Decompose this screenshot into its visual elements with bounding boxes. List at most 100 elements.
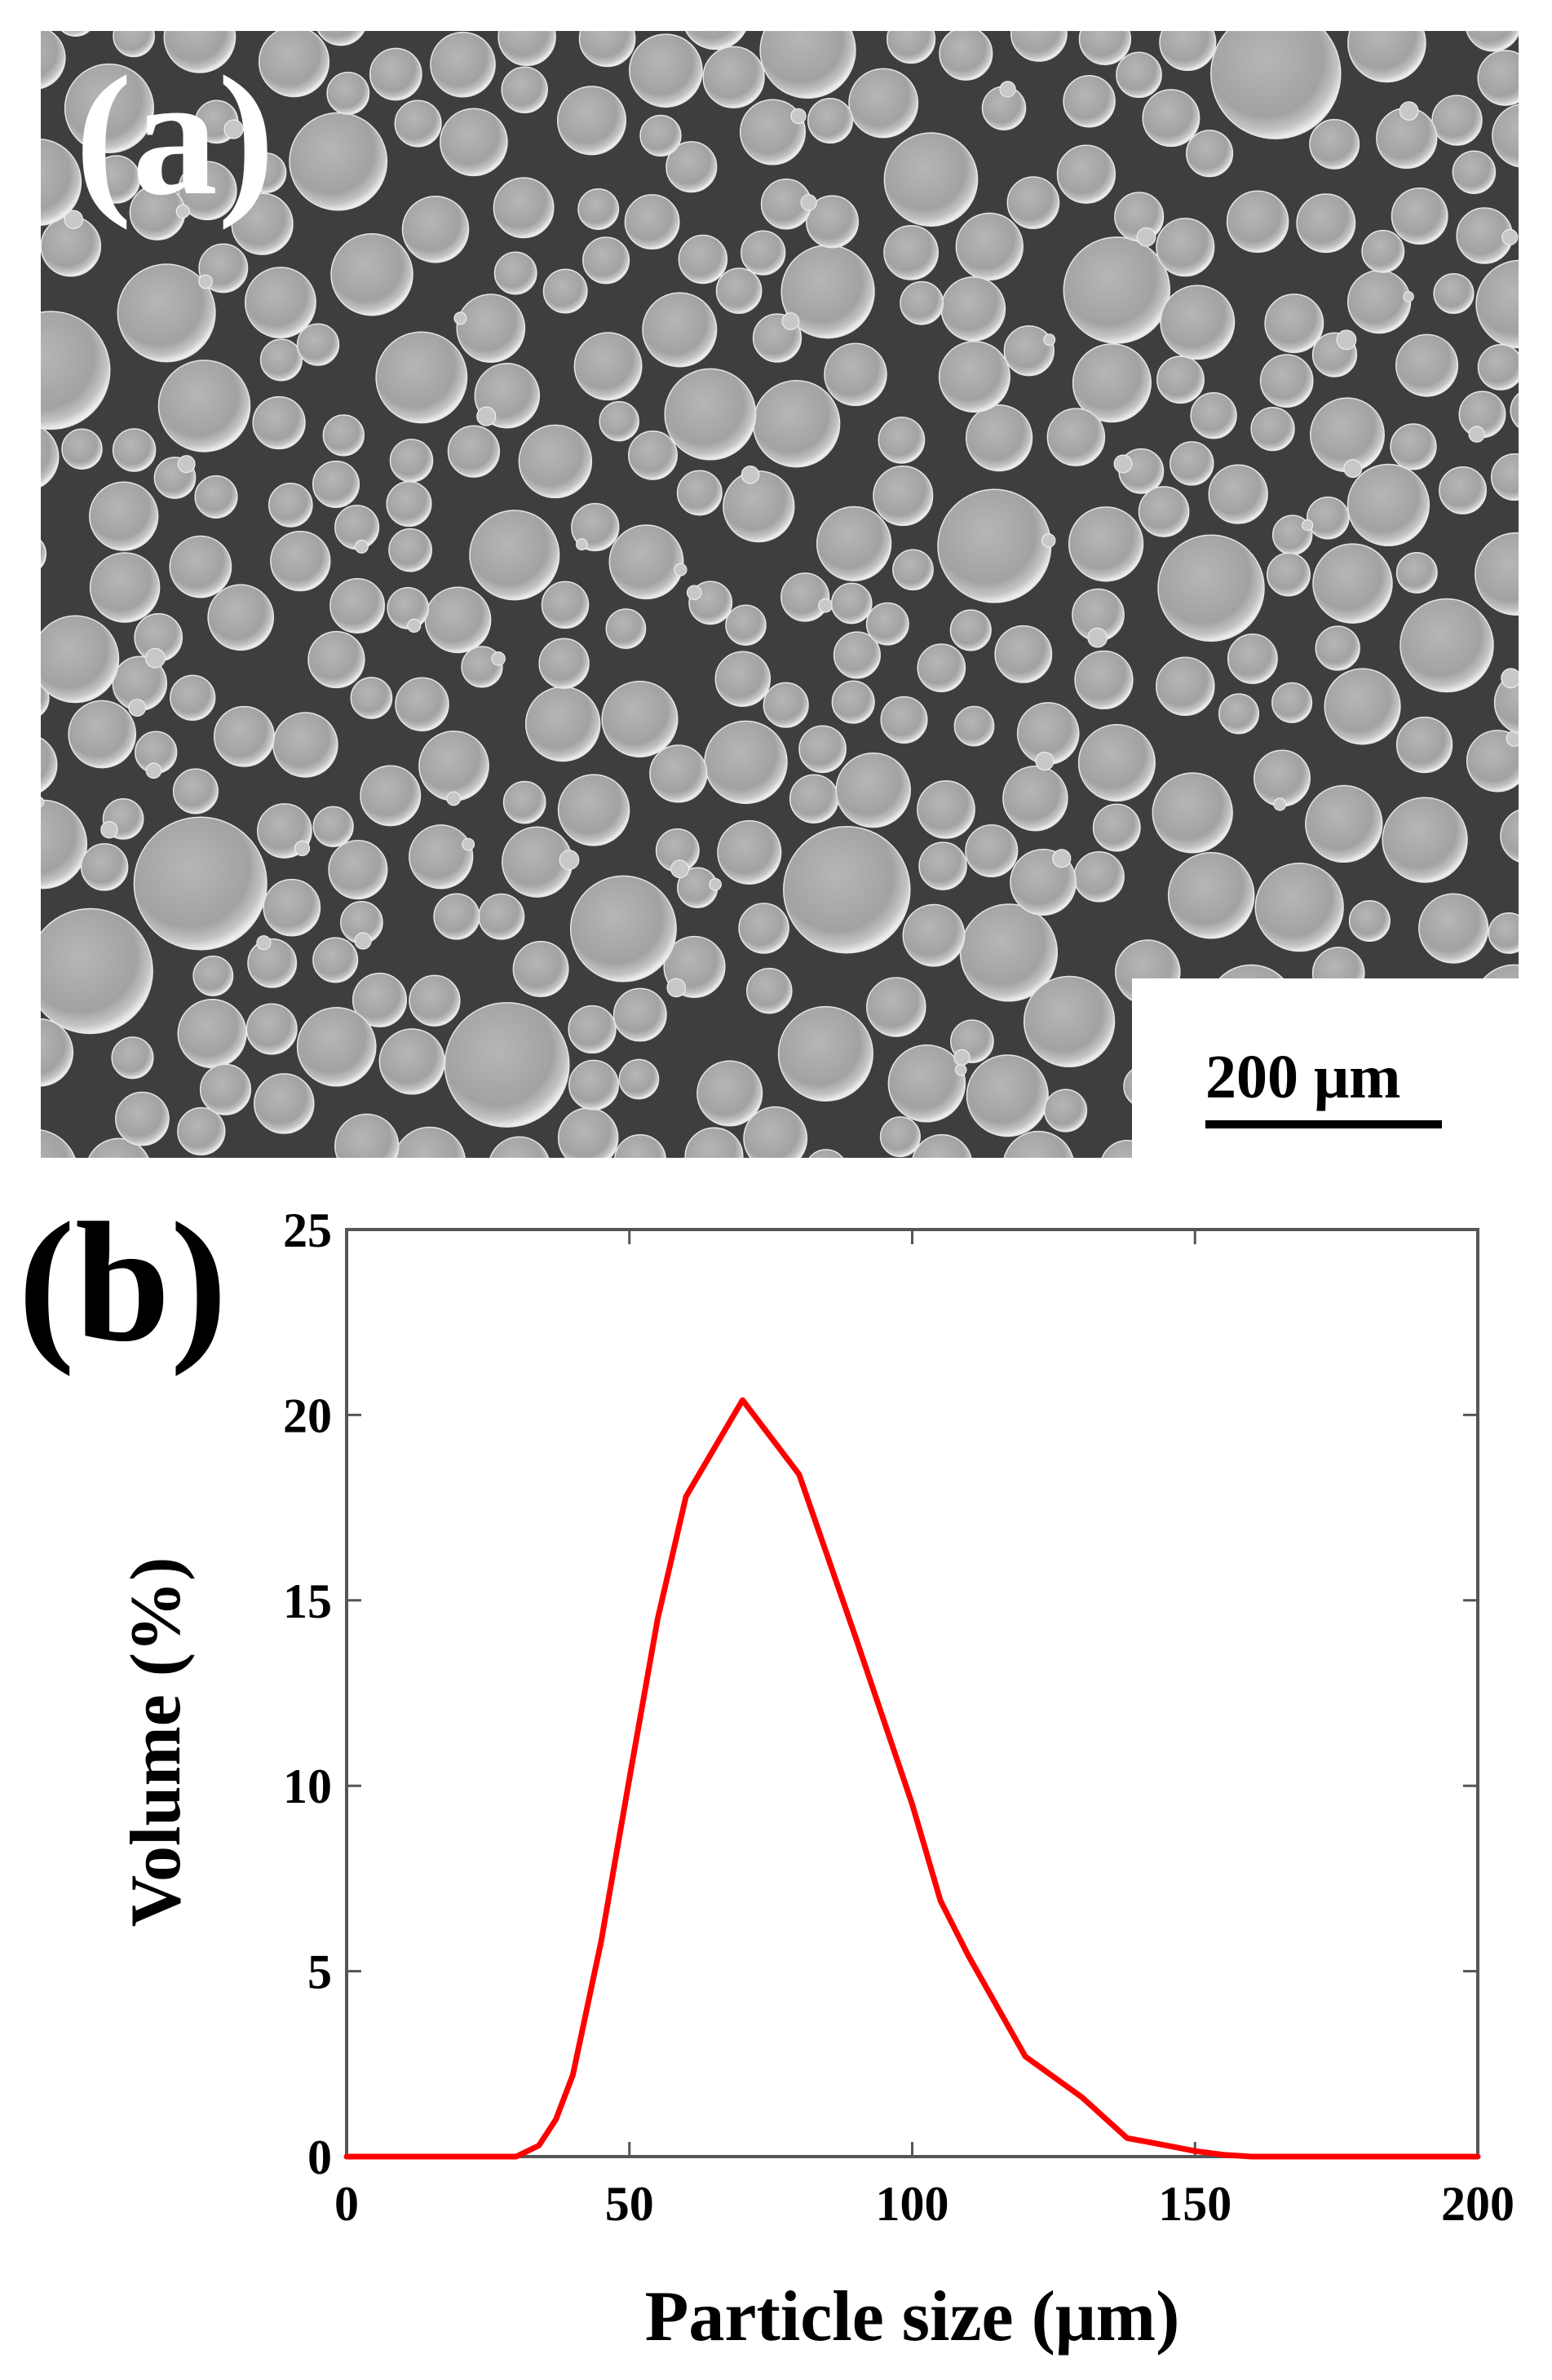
satellite-particle	[1136, 227, 1156, 247]
powder-particle	[966, 1054, 1049, 1137]
powder-particle	[1439, 466, 1488, 514]
powder-particle	[68, 700, 137, 769]
powder-particle	[878, 416, 926, 464]
powder-particle	[440, 108, 508, 177]
y-tick-label: 5	[307, 1945, 332, 1999]
powder-particle	[1250, 406, 1295, 452]
satellite-particle	[790, 108, 807, 125]
powder-particle	[1138, 486, 1190, 537]
powder-particle	[892, 549, 934, 591]
powder-particle	[91, 155, 141, 204]
powder-particle	[649, 744, 708, 803]
powder-particle	[41, 907, 153, 1035]
powder-particle	[939, 31, 993, 81]
series-point	[536, 2143, 542, 2148]
powder-particle	[880, 695, 928, 744]
y-tick-label: 20	[283, 1389, 332, 1442]
series-point	[1220, 2152, 1226, 2157]
satellite-particle	[256, 935, 272, 951]
powder-particle	[704, 720, 788, 805]
powder-particle	[1382, 797, 1468, 883]
powder-particle	[1477, 344, 1519, 391]
satellite-particle	[476, 406, 497, 426]
powder-particle	[312, 460, 360, 508]
satellite-particle	[1035, 751, 1055, 771]
powder-particle	[1306, 496, 1350, 540]
powder-particle	[780, 572, 830, 622]
satellite-particle	[1403, 291, 1414, 302]
powder-particle	[1491, 453, 1519, 501]
powder-particle	[41, 540, 47, 568]
powder-particle	[409, 974, 461, 1027]
powder-particle	[177, 1106, 226, 1156]
satellite-particle	[953, 1049, 971, 1066]
powder-particle	[296, 323, 340, 366]
powder-particle	[900, 280, 944, 325]
plot-frame	[345, 1228, 1479, 2158]
powder-particle	[64, 63, 154, 153]
powder-particle	[538, 638, 590, 689]
powder-particle	[831, 680, 875, 724]
powder-particle	[213, 705, 275, 767]
powder-particle	[263, 878, 321, 937]
powder-particle	[605, 608, 647, 649]
series-point	[683, 1494, 689, 1499]
powder-particle	[949, 609, 992, 651]
powder-particle	[783, 826, 911, 954]
powder-particle	[1044, 1088, 1088, 1133]
powder-particle	[89, 481, 159, 551]
powder-particle	[557, 774, 630, 846]
powder-particle	[378, 1028, 445, 1095]
satellite-particle	[1041, 533, 1056, 548]
x-tick-label: 50	[605, 2177, 654, 2231]
powder-particle	[270, 530, 331, 592]
series-point	[853, 1635, 859, 1640]
powder-particle	[41, 426, 60, 488]
powder-particle	[424, 586, 492, 654]
powder-particle	[1510, 392, 1519, 429]
powder-particle	[642, 292, 718, 368]
powder-particle	[61, 31, 91, 37]
satellite-particle	[354, 932, 372, 950]
powder-particle	[41, 615, 120, 704]
powder-particle	[541, 581, 590, 629]
powder-particle	[1391, 188, 1448, 245]
powder-particle	[41, 1018, 74, 1087]
powder-particle	[388, 528, 432, 572]
powder-particle	[41, 138, 82, 227]
powder-particle	[1167, 852, 1255, 939]
powder-particle	[725, 604, 767, 646]
series-point	[655, 1616, 661, 1622]
powder-particle	[1063, 74, 1116, 128]
series-point	[599, 1939, 604, 1945]
powder-particle	[1227, 634, 1278, 684]
powder-particle	[816, 506, 892, 582]
powder-particle	[296, 1006, 377, 1087]
powder-particle	[614, 1133, 666, 1158]
powder-particle	[418, 731, 489, 801]
satellite-particle	[1273, 797, 1287, 811]
powder-particle	[1160, 285, 1236, 360]
x-tick-label: 0	[334, 2177, 359, 2231]
powder-particle	[639, 114, 682, 157]
powder-particle	[805, 195, 860, 249]
satellite-particle	[198, 274, 214, 289]
powder-particle	[676, 470, 723, 516]
powder-particle	[1477, 50, 1519, 106]
powder-particle	[1305, 784, 1383, 863]
powder-particle	[1210, 31, 1342, 139]
satellite-particle	[1043, 333, 1056, 347]
x-axis-title: Particle size (μm)	[645, 2277, 1180, 2356]
powder-particle	[169, 535, 232, 598]
powder-particle	[665, 141, 718, 193]
powder-particle	[1157, 534, 1265, 642]
powder-particle	[386, 481, 432, 528]
satellite-particle	[781, 312, 800, 330]
series-point	[1164, 2143, 1170, 2148]
satellite-particle	[41, 797, 45, 807]
powder-particle	[883, 224, 939, 280]
powder-particle	[172, 768, 219, 815]
powder-particle	[739, 99, 807, 166]
series-point	[514, 2154, 519, 2159]
powder-particle	[330, 232, 413, 316]
